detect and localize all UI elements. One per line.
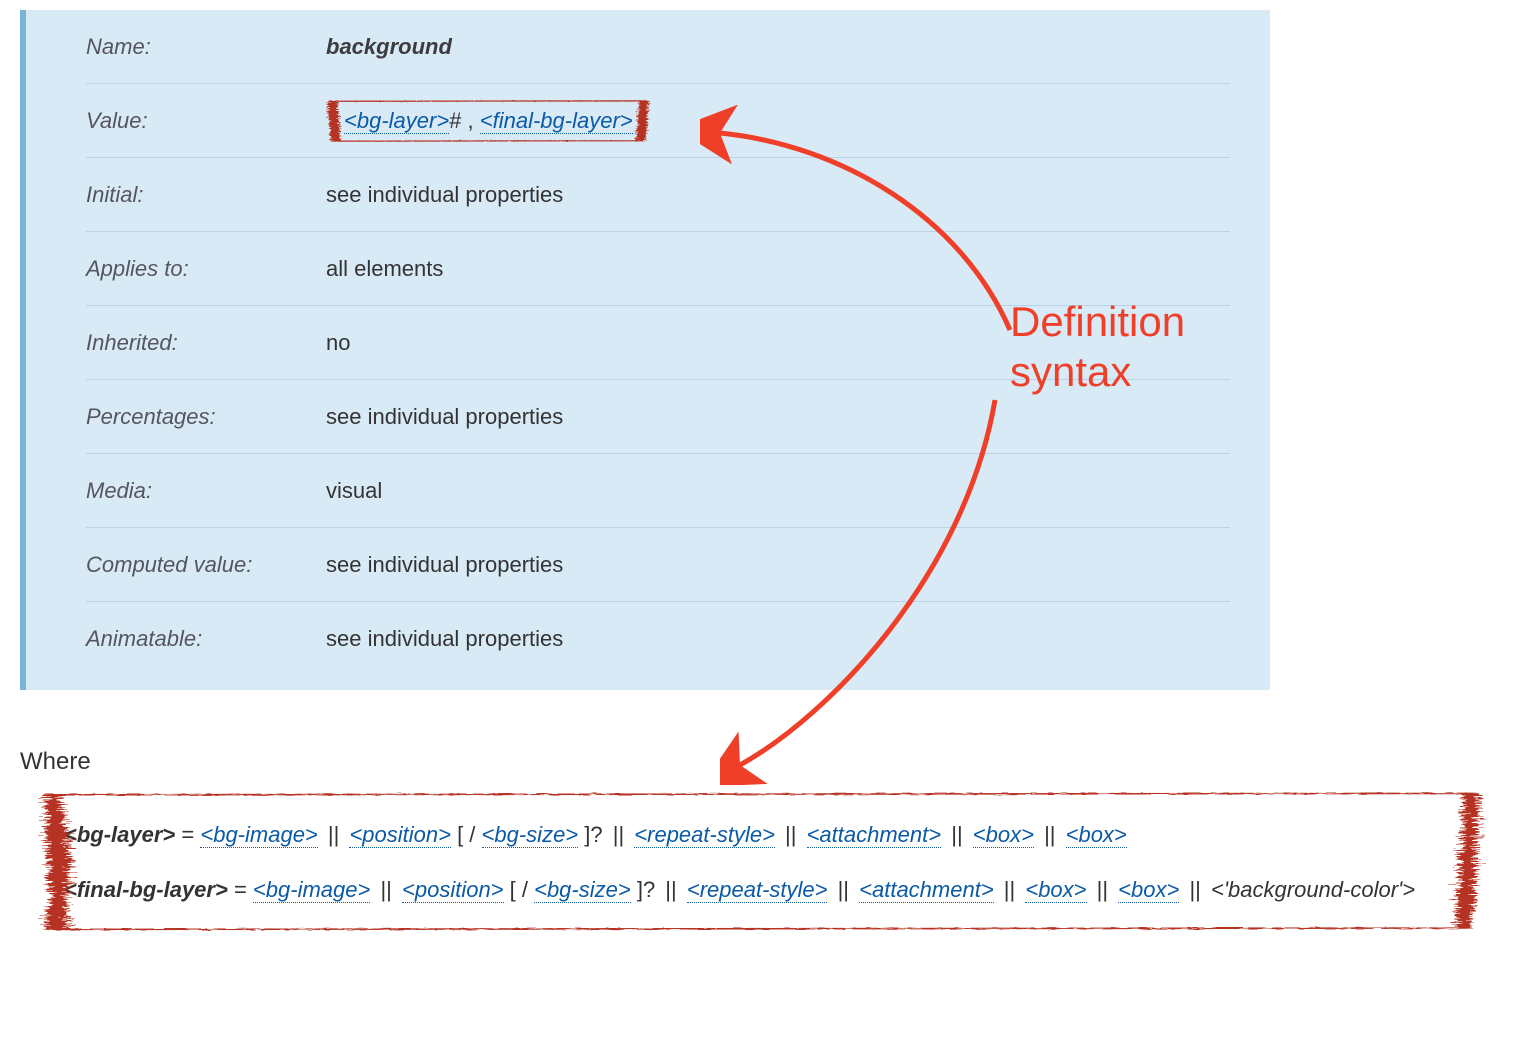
- syntax-link[interactable]: <attachment>: [807, 822, 942, 848]
- syntax-separator: ||: [998, 877, 1022, 902]
- annotation-line-2: syntax: [1010, 347, 1185, 397]
- definition-head: <final-bg-layer>: [64, 877, 228, 902]
- info-row: Applies to:all elements: [86, 232, 1230, 306]
- info-row-label: Value:: [86, 108, 326, 134]
- info-row: Name:background: [86, 10, 1230, 84]
- info-row-label: Media:: [86, 478, 326, 504]
- syntax-link[interactable]: <position>: [349, 822, 451, 848]
- syntax-link[interactable]: <box>: [1118, 877, 1179, 903]
- syntax-separator: ||: [374, 877, 398, 902]
- rough-border-icon: [38, 792, 1486, 931]
- syntax-link[interactable]: <bg-layer>: [344, 108, 449, 134]
- info-row-value: visual: [326, 478, 382, 504]
- syntax-italic: <'background-color'>: [1211, 877, 1415, 902]
- syntax-separator: ||: [945, 822, 969, 847]
- syntax-link[interactable]: <box>: [1025, 877, 1086, 903]
- definitions-box: <bg-layer> = <bg-image> || <position> [ …: [38, 792, 1486, 931]
- syntax-separator: ||: [831, 877, 855, 902]
- syntax-link[interactable]: <repeat-style>: [687, 877, 828, 903]
- info-row-value: see individual properties: [326, 404, 563, 430]
- definition-equals: =: [175, 822, 200, 847]
- syntax-separator: ||: [322, 822, 346, 847]
- definition-line: <final-bg-layer> = <bg-image> || <positi…: [64, 871, 1460, 908]
- info-row-label: Inherited:: [86, 330, 326, 356]
- definition-equals: =: [228, 877, 253, 902]
- syntax-link[interactable]: <attachment>: [859, 877, 994, 903]
- syntax-link[interactable]: <box>: [1066, 822, 1127, 848]
- info-row-value: background: [326, 34, 452, 60]
- info-row-label: Percentages:: [86, 404, 326, 430]
- value-syntax: <bg-layer># , <final-bg-layer>: [344, 108, 633, 134]
- info-row-label: Initial:: [86, 182, 326, 208]
- info-row-value: <bg-layer># , <final-bg-layer>: [326, 100, 651, 142]
- syntax-text: ]?: [578, 822, 609, 847]
- syntax-text: [ /: [504, 877, 535, 902]
- info-row-label: Animatable:: [86, 626, 326, 652]
- syntax-text: ]?: [631, 877, 662, 902]
- syntax-link[interactable]: <bg-image>: [200, 822, 317, 848]
- syntax-separator: ||: [779, 822, 803, 847]
- syntax-separator: ||: [613, 822, 631, 847]
- info-row-label: Name:: [86, 34, 326, 60]
- info-row-value: all elements: [326, 256, 443, 282]
- info-row-label: Applies to:: [86, 256, 326, 282]
- syntax-separator: ||: [1038, 822, 1062, 847]
- info-row: Media:visual: [86, 454, 1230, 528]
- info-row: Initial:see individual properties: [86, 158, 1230, 232]
- syntax-link[interactable]: <box>: [973, 822, 1034, 848]
- info-row-label: Computed value:: [86, 552, 326, 578]
- info-row: Value: <bg-layer># , <final-bg-layer>: [86, 84, 1230, 158]
- syntax-link[interactable]: <position>: [402, 877, 504, 903]
- syntax-link[interactable]: <repeat-style>: [634, 822, 775, 848]
- info-row: Animatable:see individual properties: [86, 602, 1230, 676]
- info-row-value: see individual properties: [326, 626, 563, 652]
- value-syntax-box: <bg-layer># , <final-bg-layer>: [326, 100, 651, 142]
- syntax-link[interactable]: <bg-size>: [482, 822, 579, 848]
- syntax-text: [ /: [451, 822, 482, 847]
- syntax-separator: ||: [1183, 877, 1207, 902]
- annotation-label: Definition syntax: [1010, 297, 1185, 398]
- info-row-value: see individual properties: [326, 552, 563, 578]
- syntax-link[interactable]: <final-bg-layer>: [480, 108, 633, 134]
- info-row-value: see individual properties: [326, 182, 563, 208]
- syntax-separator: ||: [665, 877, 683, 902]
- syntax-link[interactable]: <bg-image>: [253, 877, 370, 903]
- where-label: Where: [20, 748, 91, 776]
- info-row-value: no: [326, 330, 350, 356]
- syntax-link[interactable]: <bg-size>: [534, 877, 631, 903]
- syntax-separator: ||: [1091, 877, 1115, 902]
- definition-line: <bg-layer> = <bg-image> || <position> [ …: [64, 816, 1460, 853]
- definition-head: <bg-layer>: [64, 822, 175, 847]
- annotation-line-1: Definition: [1010, 297, 1185, 347]
- info-row: Computed value:see individual properties: [86, 528, 1230, 602]
- syntax-text: # ,: [449, 108, 480, 133]
